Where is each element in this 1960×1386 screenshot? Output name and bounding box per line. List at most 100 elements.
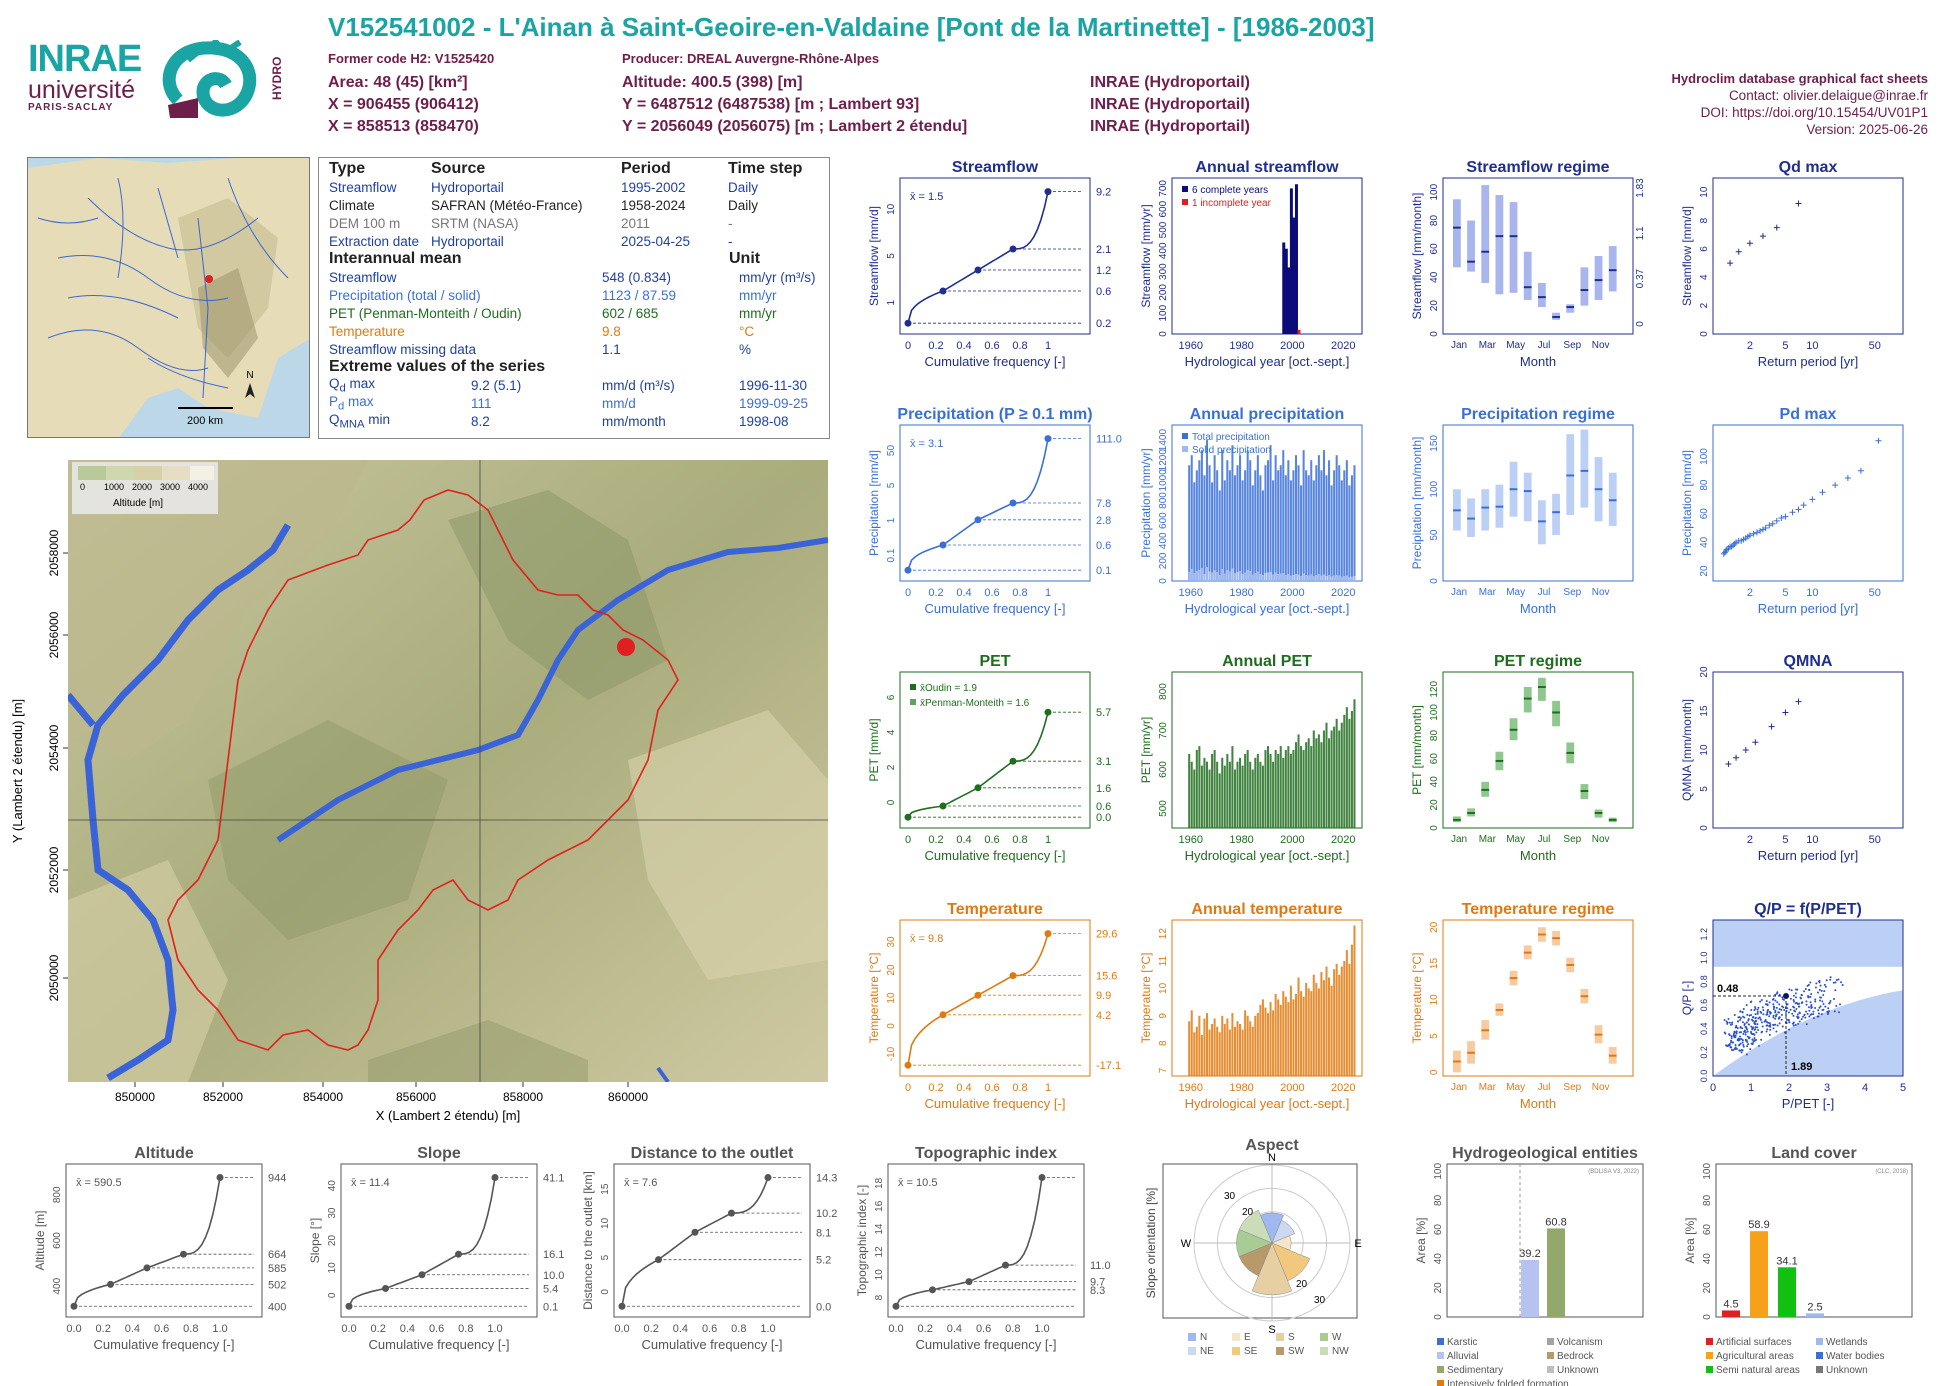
right-tick-label: 1.2 xyxy=(1096,265,1111,277)
x-tick-label: 1960 xyxy=(1178,340,1202,352)
legend-label: Semi natural areas xyxy=(1716,1365,1800,1376)
x-tick-label: 0.4 xyxy=(673,1323,688,1335)
right-tick-label: 502 xyxy=(268,1279,286,1291)
quantile-point xyxy=(764,1173,772,1181)
solid-bar xyxy=(1236,571,1239,581)
plot-frame xyxy=(1442,424,1634,582)
solid-bar xyxy=(1322,574,1325,581)
qp-point xyxy=(1780,1013,1783,1016)
year-bar xyxy=(1211,482,1214,581)
y-tick-label: 150 xyxy=(1429,435,1440,452)
right-tick-label: -17.1 xyxy=(1096,1060,1121,1072)
quantile-point xyxy=(939,1011,947,1019)
y-tick-label: 0 xyxy=(1429,578,1440,584)
regime-box xyxy=(1453,199,1461,268)
x-axis-label: Return period [yr] xyxy=(1758,354,1858,369)
regime-box xyxy=(1580,429,1589,508)
y-tick-label: 10 xyxy=(886,992,897,1004)
altitude: Altitude: 400.5 (398) [m] xyxy=(622,74,803,91)
quantile-point xyxy=(691,1228,699,1236)
qp-point xyxy=(1755,1031,1758,1034)
year-bar xyxy=(1261,999,1264,1076)
x-tick-label: 0.8 xyxy=(458,1323,473,1335)
x-tick-label: 5 xyxy=(1782,340,1788,352)
y-tick-label: 40 xyxy=(1699,536,1710,548)
year-bar xyxy=(1305,742,1308,828)
x-tick-label: 0.2 xyxy=(96,1323,111,1335)
year-bar xyxy=(1239,455,1242,581)
year-bar xyxy=(1279,746,1282,828)
year-bar xyxy=(1325,722,1328,828)
y-tick-label: 20 xyxy=(1699,565,1710,577)
y-tick-label: 0 xyxy=(1429,331,1440,337)
y-tick-label: 4 xyxy=(886,729,897,735)
y-tick-label: 80 xyxy=(1429,730,1440,742)
solid-bar xyxy=(1312,575,1315,581)
qp-point xyxy=(1804,987,1807,990)
right-tick-label: 16.1 xyxy=(543,1249,564,1261)
solid-bar xyxy=(1188,571,1191,581)
y-tick-label: 12 xyxy=(874,1246,885,1258)
right-tick-label: 664 xyxy=(268,1249,286,1261)
area: Area: 48 (45) [km²] xyxy=(328,74,468,91)
qp-point xyxy=(1730,1039,1733,1042)
month-tick-label: Sep xyxy=(1563,1082,1581,1093)
y-tick-label: 0.8 xyxy=(1699,975,1709,988)
qp-point xyxy=(1754,1016,1757,1019)
qp-point xyxy=(1769,1011,1772,1014)
legend-swatch xyxy=(1437,1366,1444,1373)
scale-label: 200 km xyxy=(187,415,223,427)
regime-box xyxy=(1495,195,1504,295)
regime-box xyxy=(1481,489,1490,531)
chart-title: Topographic index xyxy=(915,1145,1057,1162)
chart-title: QMNA xyxy=(1784,653,1833,670)
right-tick-label: 111.0 xyxy=(1096,434,1122,446)
regime-box xyxy=(1481,185,1490,283)
qp-point xyxy=(1823,983,1826,986)
year-bar xyxy=(1267,460,1270,581)
year-bar xyxy=(1223,480,1226,581)
x-tick-label: 0.4 xyxy=(125,1323,140,1335)
year-bar xyxy=(1282,450,1285,581)
solid-bar xyxy=(1213,570,1216,581)
qp-point xyxy=(1783,1031,1786,1034)
x-tick-label: 2020 xyxy=(1331,587,1355,599)
return-point xyxy=(1725,761,1732,768)
y-axis-label: Altitude [m] xyxy=(33,1210,47,1270)
qp-point xyxy=(1749,1001,1752,1004)
year-bar xyxy=(1246,450,1249,581)
return-point xyxy=(1789,509,1796,516)
panel-dist_cdf: Distance to the outlet 0.0 5.2 8.1 10.2 14.3 x… xyxy=(581,1145,837,1352)
x-tick-label: 0.4 xyxy=(947,1323,962,1335)
solid-bar xyxy=(1302,573,1305,581)
compass-label: S xyxy=(1268,1324,1275,1336)
x-tick-label: 0 xyxy=(1710,1082,1716,1094)
x-tick-label: 2000 xyxy=(1280,587,1304,599)
year-bar xyxy=(1216,1026,1219,1076)
legend-swatch xyxy=(1547,1366,1554,1373)
y-tick-label: 10 xyxy=(1429,994,1440,1006)
x-tick-label: 1960 xyxy=(1178,587,1202,599)
legend-swatch xyxy=(1182,446,1188,452)
month-tick-label: May xyxy=(1506,834,1525,845)
chart-title: PET regime xyxy=(1494,653,1582,670)
month-tick-label: May xyxy=(1506,340,1525,351)
year-bar xyxy=(1277,999,1280,1076)
solid-bar xyxy=(1348,576,1351,581)
solid-bar xyxy=(1203,573,1206,581)
y-tick-label: 6 xyxy=(1699,246,1710,252)
solid-bar xyxy=(1198,569,1201,581)
legend-tick-1: 1000 xyxy=(104,482,124,492)
solid-bar xyxy=(1315,574,1318,581)
chart-title: Annual precipitation xyxy=(1190,406,1345,423)
right-tick-label: 5.2 xyxy=(816,1255,831,1267)
year-bar xyxy=(1239,757,1242,828)
year-bar xyxy=(1249,460,1252,581)
quantile-point xyxy=(904,813,912,821)
quantile-point xyxy=(904,1061,912,1069)
year-bar xyxy=(1208,1029,1211,1076)
qp-point xyxy=(1825,979,1828,982)
qp-point xyxy=(1749,1048,1752,1051)
x-tick-label: 0.8 xyxy=(731,1323,746,1335)
qp-point xyxy=(1760,1021,1763,1024)
